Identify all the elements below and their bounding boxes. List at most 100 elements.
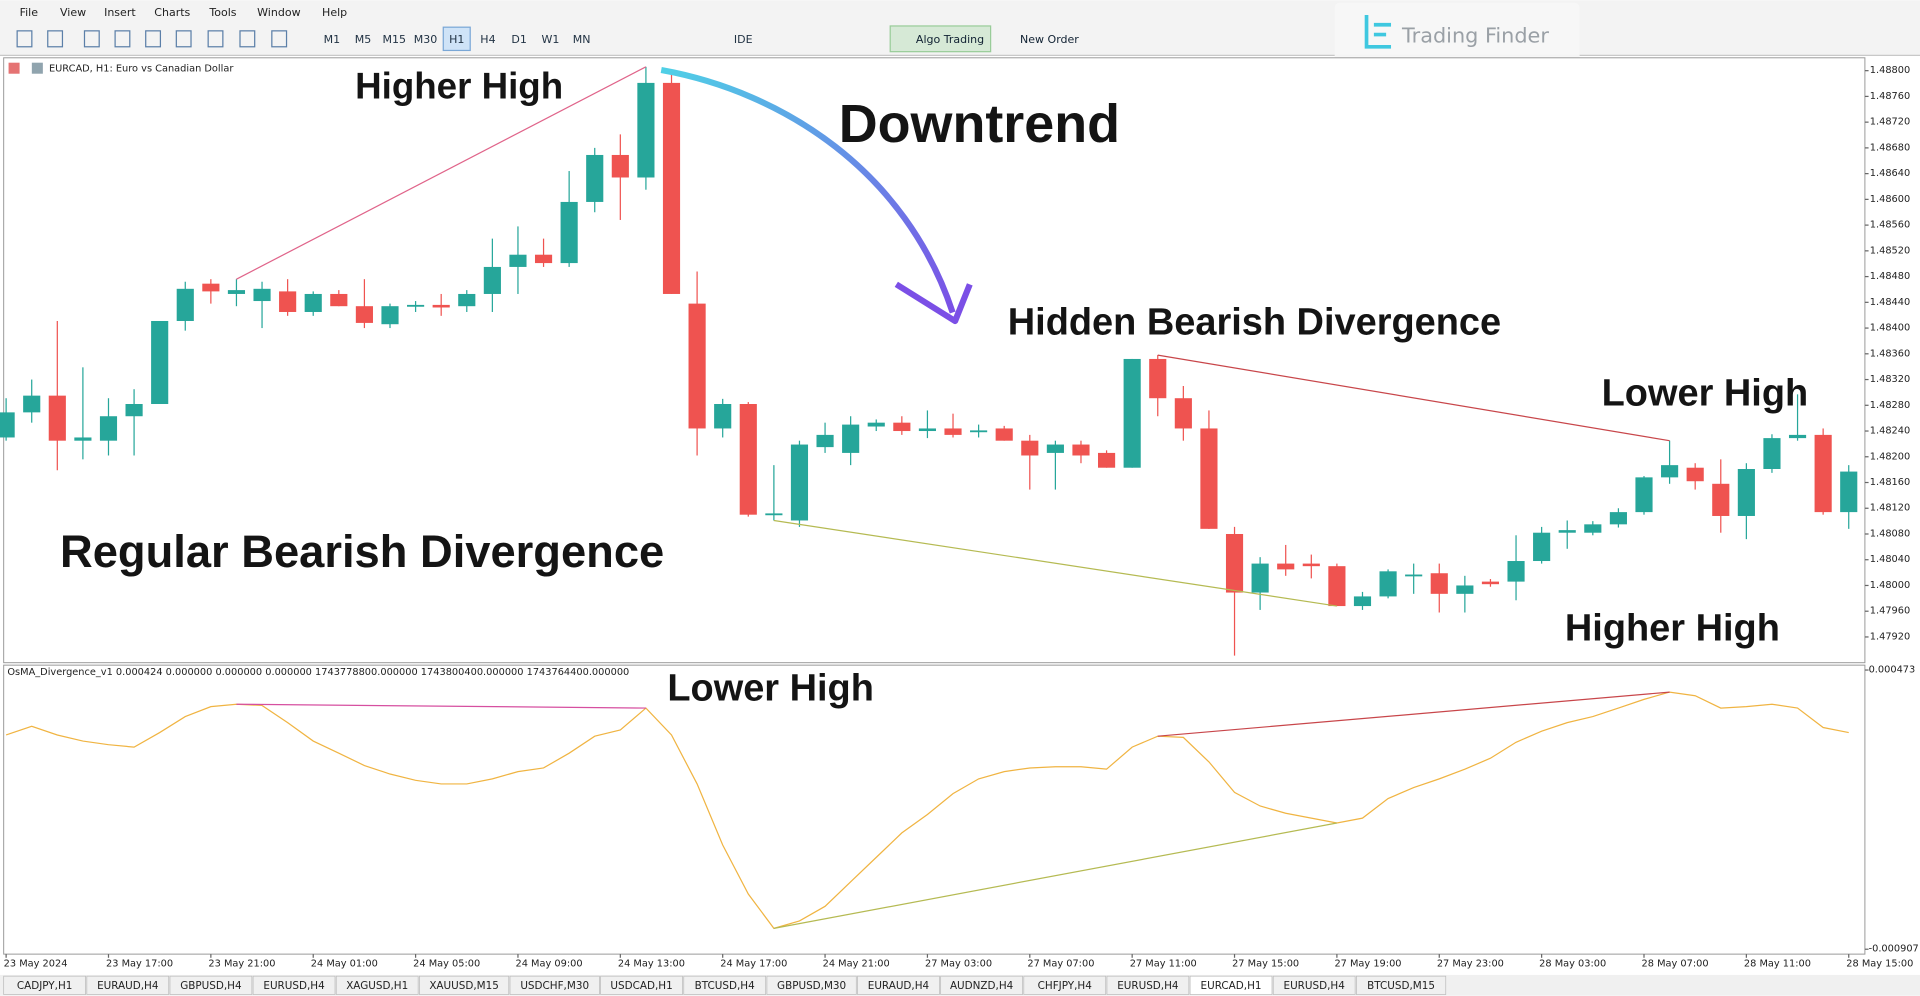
tab[interactable]: [766, 975, 857, 995]
timeframe-button[interactable]: H1: [449, 33, 464, 46]
divergence-line: [1157, 354, 1670, 442]
time-label: 28 May 11:00: [1744, 958, 1811, 969]
candle-body: [432, 304, 450, 308]
timeframe-button[interactable]: W1: [541, 33, 559, 46]
tab[interactable]: [509, 975, 600, 995]
timeframe-button[interactable]: H4: [480, 33, 495, 46]
tab-label[interactable]: EURAUD,H4: [97, 980, 159, 992]
candle-body: [560, 201, 578, 264]
menu-item[interactable]: View: [60, 6, 86, 19]
annotation: Lower High: [667, 667, 874, 709]
tab-label[interactable]: EURUSD,H4: [263, 980, 325, 992]
tab[interactable]: [86, 975, 170, 995]
menu-item[interactable]: Insert: [104, 6, 136, 19]
tab-label[interactable]: EURUSD,H4: [1117, 980, 1179, 992]
tab-label[interactable]: USDCAD,H1: [610, 980, 672, 992]
price-label: 1.48800: [1870, 65, 1910, 76]
tool-icon[interactable]: [207, 30, 224, 48]
tab[interactable]: [3, 975, 86, 995]
price-label: 1.48200: [1870, 451, 1910, 462]
tab[interactable]: [600, 975, 683, 995]
menu-item[interactable]: File: [20, 6, 39, 19]
tab-label[interactable]: BTCUSD,H4: [695, 980, 755, 992]
tab[interactable]: [1355, 975, 1447, 995]
candle-body: [611, 154, 629, 178]
time-label: 24 May 17:00: [720, 958, 787, 969]
tool-icon[interactable]: [114, 30, 131, 48]
candle-body: [1456, 585, 1474, 594]
candle-body: [1507, 561, 1525, 582]
tab-active[interactable]: [1189, 975, 1273, 995]
menu-item[interactable]: Window: [257, 6, 300, 19]
candle-body: [227, 290, 246, 294]
price-label: 1.47920: [1870, 631, 1910, 642]
price-label: 1.48000: [1870, 580, 1910, 591]
tab[interactable]: [1106, 975, 1190, 995]
candle-body: [1021, 440, 1039, 456]
tab-label[interactable]: EURCAD,H1: [1201, 980, 1262, 992]
tab-label[interactable]: AUDNZD,H4: [950, 980, 1014, 992]
timeframe-button[interactable]: M15: [383, 33, 407, 46]
candle-body: [1277, 563, 1295, 570]
tab-label[interactable]: XAGUSD,H1: [346, 980, 408, 992]
candle-body: [253, 288, 271, 302]
time-label: 28 May 03:00: [1539, 958, 1606, 969]
tab-label[interactable]: GBPUSD,M30: [777, 980, 846, 992]
timeframe-button[interactable]: D1: [511, 33, 527, 46]
candle-body: [1840, 471, 1858, 513]
menu-item[interactable]: Charts: [154, 6, 190, 19]
time-label: 23 May 2024: [4, 958, 68, 969]
tool-icon[interactable]: [83, 30, 100, 48]
price-label: 1.47960: [1870, 606, 1910, 617]
candle-body: [1533, 532, 1551, 562]
tab-label[interactable]: USDCHF,M30: [520, 980, 589, 992]
tool-icon[interactable]: [47, 30, 64, 48]
tab-label[interactable]: XAUUSD,M15: [429, 980, 499, 992]
timeframe-button[interactable]: MN: [573, 33, 591, 46]
divergence-line: [1157, 691, 1670, 737]
tab[interactable]: [1023, 975, 1107, 995]
tool-icon[interactable]: [16, 30, 33, 48]
tool-icon[interactable]: [145, 30, 162, 48]
tab[interactable]: [335, 975, 419, 995]
tab-label[interactable]: CHFJPY,H4: [1038, 980, 1093, 992]
tab[interactable]: [419, 975, 510, 995]
candle-body: [458, 293, 476, 307]
candle-body: [1430, 573, 1448, 594]
timeframe-button[interactable]: M5: [355, 33, 372, 46]
order-button[interactable]: New Order: [1020, 33, 1079, 46]
price-label: 1.48160: [1870, 477, 1910, 488]
menu-item[interactable]: Help: [322, 6, 347, 19]
tab-label[interactable]: CADJPY,H1: [17, 980, 73, 992]
candle-body: [970, 430, 988, 433]
tool-icon[interactable]: [271, 30, 288, 48]
tab[interactable]: [252, 975, 336, 995]
divergence-line: [236, 66, 647, 280]
tab-label[interactable]: EURUSD,H4: [1284, 980, 1346, 992]
tab[interactable]: [683, 975, 767, 995]
tab-label[interactable]: EURAUD,H4: [868, 980, 930, 992]
algo-button[interactable]: Algo Trading: [916, 33, 984, 46]
ide-button[interactable]: IDE: [734, 33, 753, 46]
candle-body: [1200, 428, 1218, 529]
tab[interactable]: [940, 975, 1023, 995]
menu-item[interactable]: Tools: [208, 6, 236, 19]
tool-icon[interactable]: [239, 30, 256, 48]
candle-body: [867, 422, 885, 427]
timeframe-button[interactable]: M1: [324, 33, 341, 46]
tab[interactable]: [1272, 975, 1356, 995]
timeframe-button[interactable]: M30: [414, 33, 438, 46]
tab-label[interactable]: BTCUSD,M15: [1367, 980, 1435, 992]
candle-body: [1379, 571, 1397, 597]
logo-box: [1334, 2, 1580, 62]
tool-icon[interactable]: [175, 30, 192, 48]
candle-body: [662, 82, 681, 294]
candle-body: [1686, 467, 1704, 482]
logo-icon: [1364, 14, 1392, 49]
time-label: 27 May 11:00: [1130, 958, 1197, 969]
price-label: 1.48360: [1870, 348, 1910, 359]
tab[interactable]: [857, 975, 940, 995]
tab-label[interactable]: GBPUSD,H4: [180, 980, 242, 992]
tab[interactable]: [169, 975, 253, 995]
